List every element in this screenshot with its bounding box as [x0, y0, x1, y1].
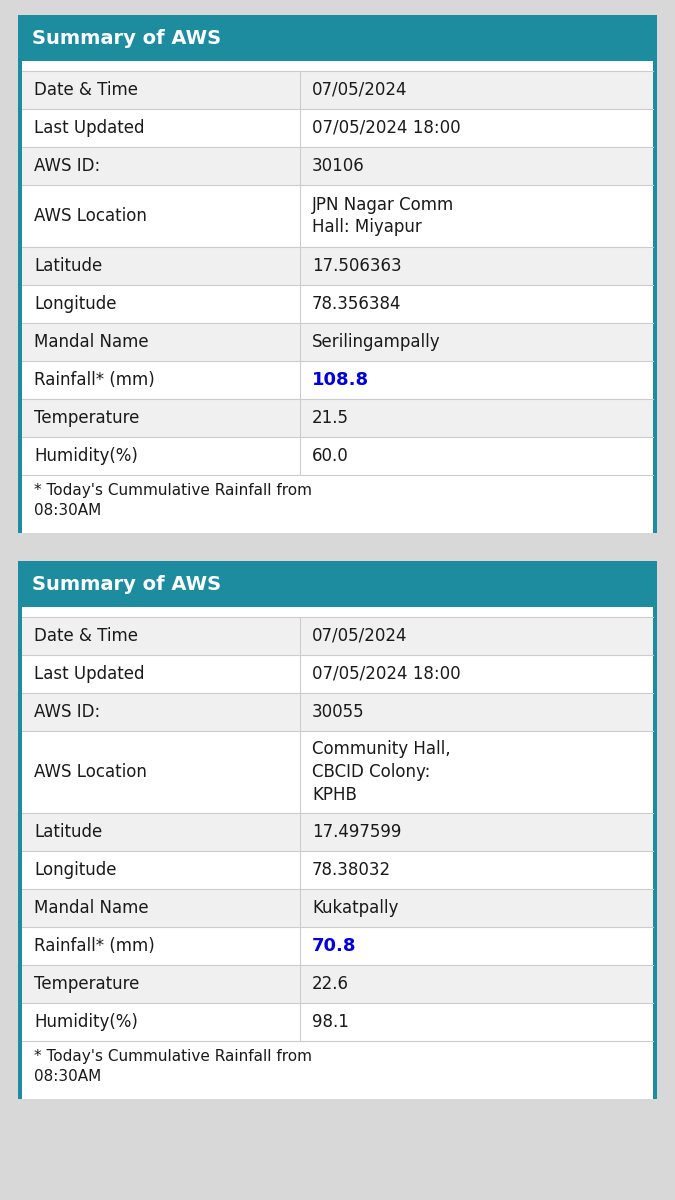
- Text: JPN Nagar Comm
Hall: Miyapur: JPN Nagar Comm Hall: Miyapur: [312, 196, 454, 236]
- Bar: [22, 398, 653, 437]
- Text: Mandal Name: Mandal Name: [34, 899, 148, 917]
- Text: Humidity(%): Humidity(%): [34, 1013, 138, 1031]
- Bar: [22, 617, 653, 655]
- Bar: [22, 965, 653, 1003]
- Bar: [18, 560, 657, 607]
- Text: Summary of AWS: Summary of AWS: [32, 575, 221, 594]
- Text: AWS ID:: AWS ID:: [34, 157, 101, 175]
- Text: 70.8: 70.8: [312, 937, 356, 955]
- Text: Kukatpally: Kukatpally: [312, 899, 398, 917]
- Text: Rainfall* (mm): Rainfall* (mm): [34, 371, 155, 389]
- Text: 98.1: 98.1: [312, 1013, 349, 1031]
- Text: Last Updated: Last Updated: [34, 665, 144, 683]
- Text: Latitude: Latitude: [34, 823, 102, 841]
- Text: Mandal Name: Mandal Name: [34, 332, 148, 350]
- Bar: [22, 851, 653, 889]
- Text: 78.38032: 78.38032: [312, 862, 391, 878]
- Text: Community Hall,
CBCID Colony:
KPHB: Community Hall, CBCID Colony: KPHB: [312, 740, 451, 804]
- Text: AWS Location: AWS Location: [34, 763, 147, 781]
- Text: 07/05/2024 18:00: 07/05/2024 18:00: [312, 665, 460, 683]
- Text: 60.0: 60.0: [312, 446, 349, 464]
- Text: Rainfall* (mm): Rainfall* (mm): [34, 937, 155, 955]
- Bar: [22, 146, 653, 185]
- Text: AWS ID:: AWS ID:: [34, 703, 101, 721]
- Text: 108.8: 108.8: [312, 371, 369, 389]
- Text: 17.506363: 17.506363: [312, 257, 402, 275]
- Text: Date & Time: Date & Time: [34, 626, 138, 646]
- Text: Humidity(%): Humidity(%): [34, 446, 138, 464]
- Bar: [22, 607, 653, 1099]
- Bar: [18, 560, 657, 1099]
- Text: * Today's Cummulative Rainfall from
08:30AM: * Today's Cummulative Rainfall from 08:3…: [34, 482, 312, 517]
- Bar: [22, 1003, 653, 1040]
- Bar: [18, 14, 657, 61]
- Text: 07/05/2024 18:00: 07/05/2024 18:00: [312, 119, 460, 137]
- Bar: [22, 185, 653, 247]
- Text: 78.356384: 78.356384: [312, 295, 402, 313]
- Text: 07/05/2024: 07/05/2024: [312, 80, 408, 98]
- Text: Date & Time: Date & Time: [34, 80, 138, 98]
- Text: 07/05/2024: 07/05/2024: [312, 626, 408, 646]
- Text: Latitude: Latitude: [34, 257, 102, 275]
- Bar: [22, 284, 653, 323]
- Bar: [22, 437, 653, 475]
- Bar: [22, 323, 653, 361]
- Text: Last Updated: Last Updated: [34, 119, 144, 137]
- Bar: [22, 247, 653, 284]
- Text: Serilingampally: Serilingampally: [312, 332, 441, 350]
- Bar: [22, 361, 653, 398]
- Text: AWS Location: AWS Location: [34, 206, 147, 226]
- Bar: [22, 71, 653, 109]
- Text: 21.5: 21.5: [312, 409, 349, 427]
- Text: Summary of AWS: Summary of AWS: [32, 29, 221, 48]
- Bar: [18, 14, 657, 533]
- Bar: [22, 109, 653, 146]
- Text: 17.497599: 17.497599: [312, 823, 402, 841]
- Text: 22.6: 22.6: [312, 974, 349, 994]
- Bar: [22, 61, 653, 533]
- Bar: [22, 655, 653, 692]
- Text: 30055: 30055: [312, 703, 365, 721]
- Text: * Today's Cummulative Rainfall from
08:30AM: * Today's Cummulative Rainfall from 08:3…: [34, 1049, 312, 1084]
- Bar: [22, 889, 653, 926]
- Bar: [22, 692, 653, 731]
- Text: Longitude: Longitude: [34, 295, 117, 313]
- Text: Longitude: Longitude: [34, 862, 117, 878]
- Text: Temperature: Temperature: [34, 409, 139, 427]
- Text: Temperature: Temperature: [34, 974, 139, 994]
- Bar: [22, 814, 653, 851]
- Bar: [22, 731, 653, 814]
- Bar: [22, 926, 653, 965]
- Text: 30106: 30106: [312, 157, 365, 175]
